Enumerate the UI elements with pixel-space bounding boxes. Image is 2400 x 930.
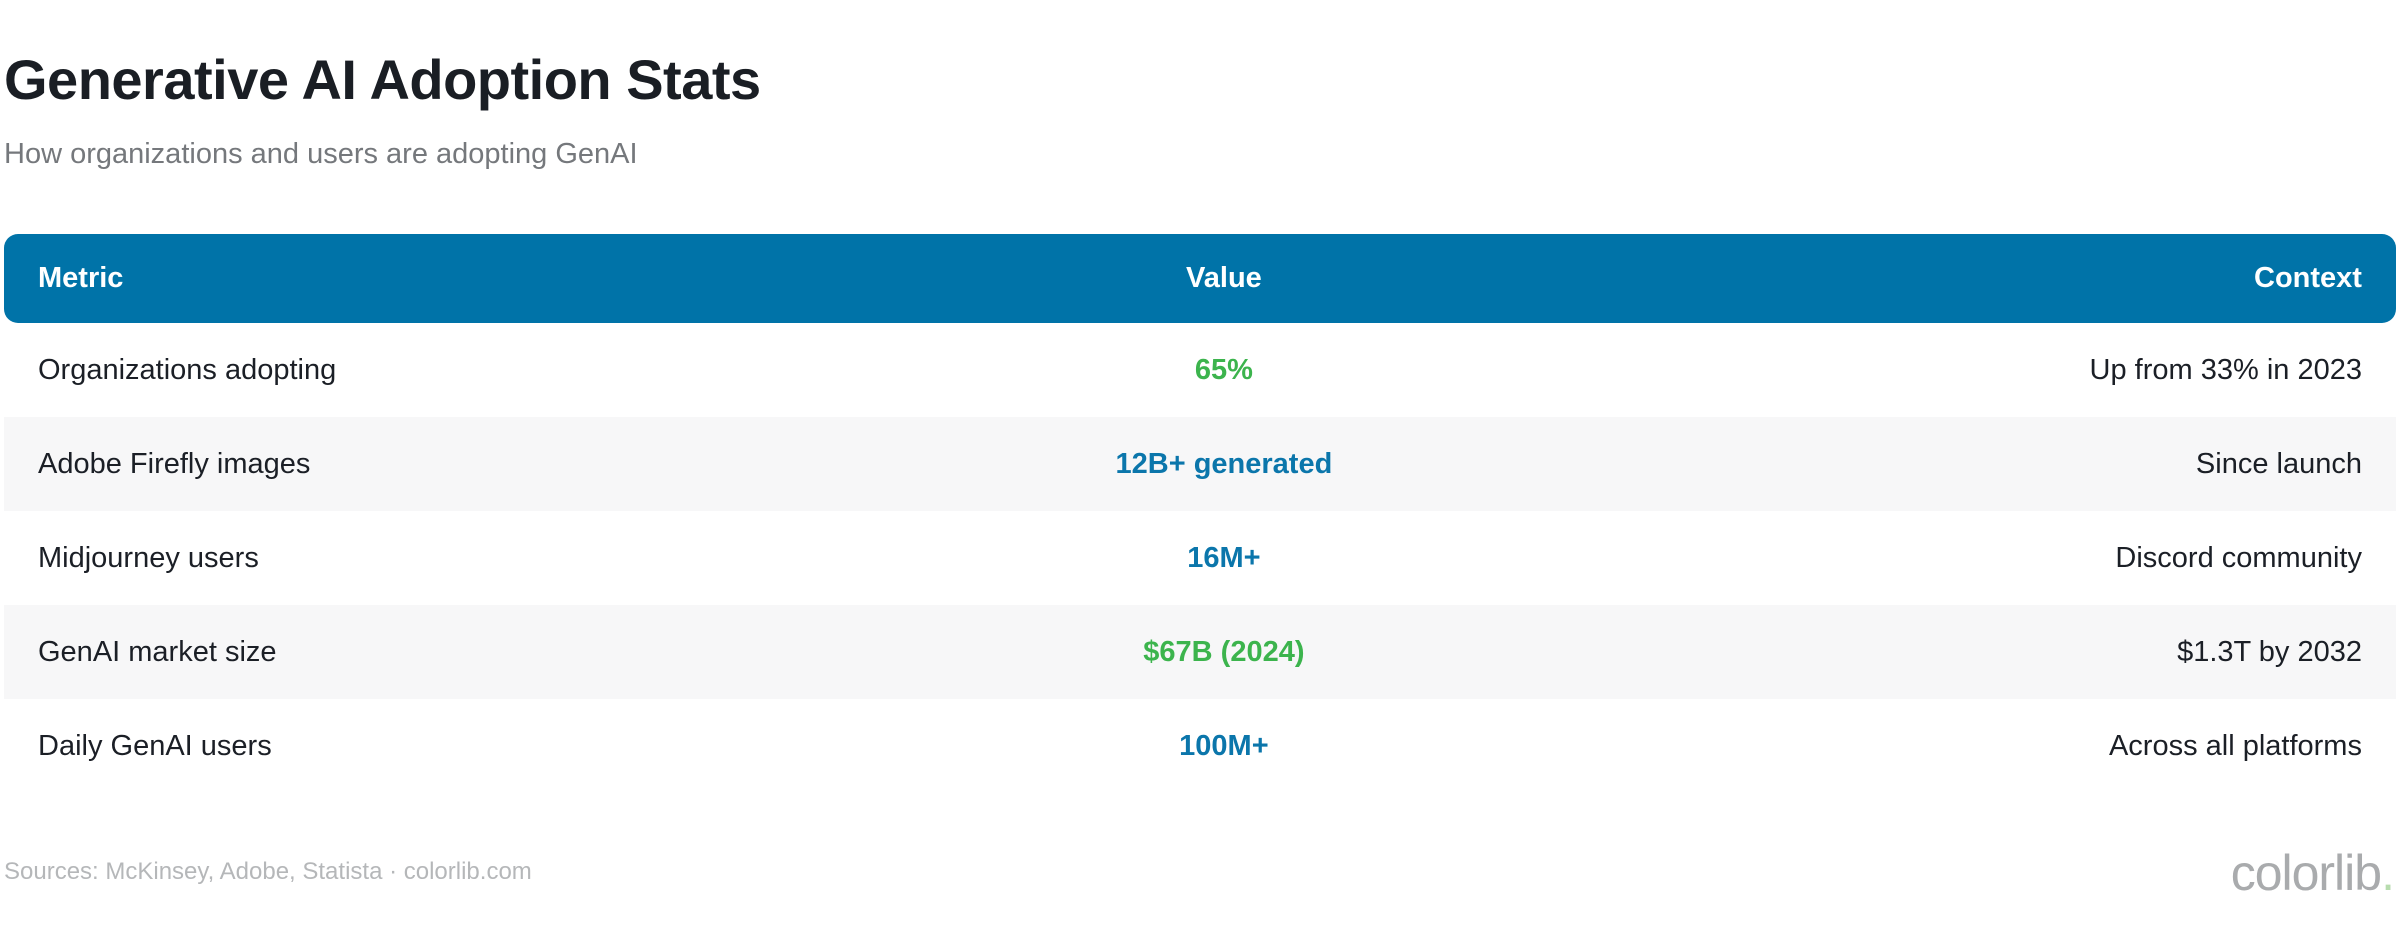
column-header-metric: Metric bbox=[38, 262, 124, 294]
table-row: Midjourney users 16M+ Discord community bbox=[4, 511, 2396, 605]
context-cell: $1.3T by 2032 bbox=[2177, 635, 2362, 668]
table-row: Organizations adopting 65% Up from 33% i… bbox=[4, 323, 2396, 417]
metric-cell: Midjourney users bbox=[38, 541, 259, 574]
context-cell: Discord community bbox=[2115, 541, 2362, 574]
metric-cell: Adobe Firefly images bbox=[38, 447, 311, 480]
column-header-context: Context bbox=[2254, 262, 2362, 294]
value-cell: $67B (2024) bbox=[1143, 635, 1305, 668]
value-cell: 16M+ bbox=[1187, 541, 1261, 574]
metric-cell: GenAI market size bbox=[38, 635, 277, 668]
sources-note: Sources: McKinsey, Adobe, Statista · col… bbox=[4, 858, 532, 885]
colorlib-logo-text: colorlib bbox=[2230, 845, 2382, 901]
context-cell: Since launch bbox=[2195, 447, 2362, 480]
context-cell: Up from 33% in 2023 bbox=[2089, 353, 2362, 386]
colorlib-logo: colorlib. bbox=[2230, 845, 2395, 901]
metric-cell: Daily GenAI users bbox=[38, 729, 272, 762]
page-title: Generative AI Adoption Stats bbox=[4, 48, 761, 111]
value-cell: 12B+ generated bbox=[1115, 447, 1333, 480]
table-row: GenAI market size $67B (2024) $1.3T by 2… bbox=[4, 605, 2396, 699]
colorlib-logo-dot: . bbox=[2381, 845, 2395, 901]
table-header-row: Metric Value Context bbox=[4, 234, 2396, 323]
page-subtitle: How organizations and users are adopting… bbox=[4, 138, 638, 170]
value-cell: 100M+ bbox=[1179, 729, 1269, 762]
column-header-value: Value bbox=[1186, 262, 1262, 294]
context-cell: Across all platforms bbox=[2108, 729, 2362, 762]
stats-table: Metric Value Context Organizations adopt… bbox=[4, 234, 2396, 793]
metric-cell: Organizations adopting bbox=[38, 353, 337, 386]
table-row: Adobe Firefly images 12B+ generated Sinc… bbox=[4, 417, 2396, 511]
value-cell: 65% bbox=[1194, 353, 1253, 386]
table-row: Daily GenAI users 100M+ Across all platf… bbox=[4, 699, 2396, 793]
